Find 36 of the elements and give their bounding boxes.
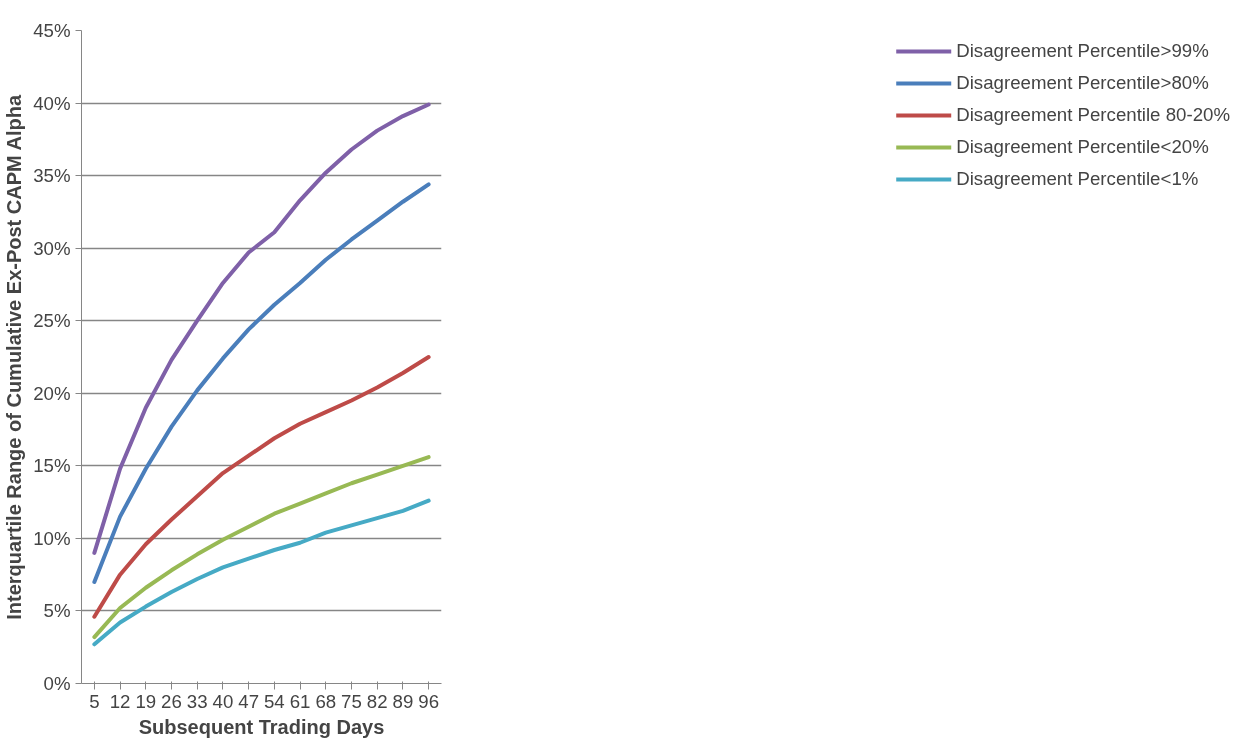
legend-label: Disagreement Percentile 80-20% [956,104,1230,126]
y-tick-label: 10% [33,527,71,549]
y-tick-label: 45% [33,20,71,41]
legend-label: Disagreement Percentile<20% [956,136,1209,158]
y-tick-label: 20% [33,382,71,404]
legend-label: Disagreement Percentile>80% [956,72,1209,94]
y-axis-title: Interquartile Range of Cumulative Ex-Post CAPM Alpha [3,94,26,620]
y-tick-label: 35% [33,165,71,187]
legend-label: Disagreement Percentile<1% [956,168,1199,190]
x-tick-label: 5 [89,690,100,712]
x-tick-label: 75 [341,690,362,712]
x-tick-label: 26 [161,690,182,712]
line-series [92,355,431,619]
x-tick-label: 33 [186,690,208,712]
line-series [92,498,431,647]
x-tick-label: 96 [418,690,440,712]
line-series [92,182,431,584]
x-tick-label: 68 [315,690,337,712]
y-tick-label: 5% [43,600,71,622]
y-tick-label: 40% [33,92,71,114]
x-tick-label: 89 [392,690,414,712]
y-tick-label: 25% [33,310,71,332]
line-series [92,102,431,555]
x-tick-label: 47 [238,690,260,712]
x-tick-label: 54 [263,690,285,712]
x-tick-label: 82 [366,690,388,712]
y-tick-label: 15% [33,455,71,477]
x-tick-label: 19 [135,690,157,712]
x-tick-label: 12 [109,690,131,712]
y-tick-label: 30% [33,237,71,259]
x-axis-title: Subsequent Trading Days [138,715,385,738]
legend-label: Disagreement Percentile>99% [956,40,1209,62]
x-tick-label: 61 [289,690,311,712]
y-tick-label: 0% [43,673,71,694]
line-series [92,455,431,640]
x-tick-label: 40 [212,690,234,712]
